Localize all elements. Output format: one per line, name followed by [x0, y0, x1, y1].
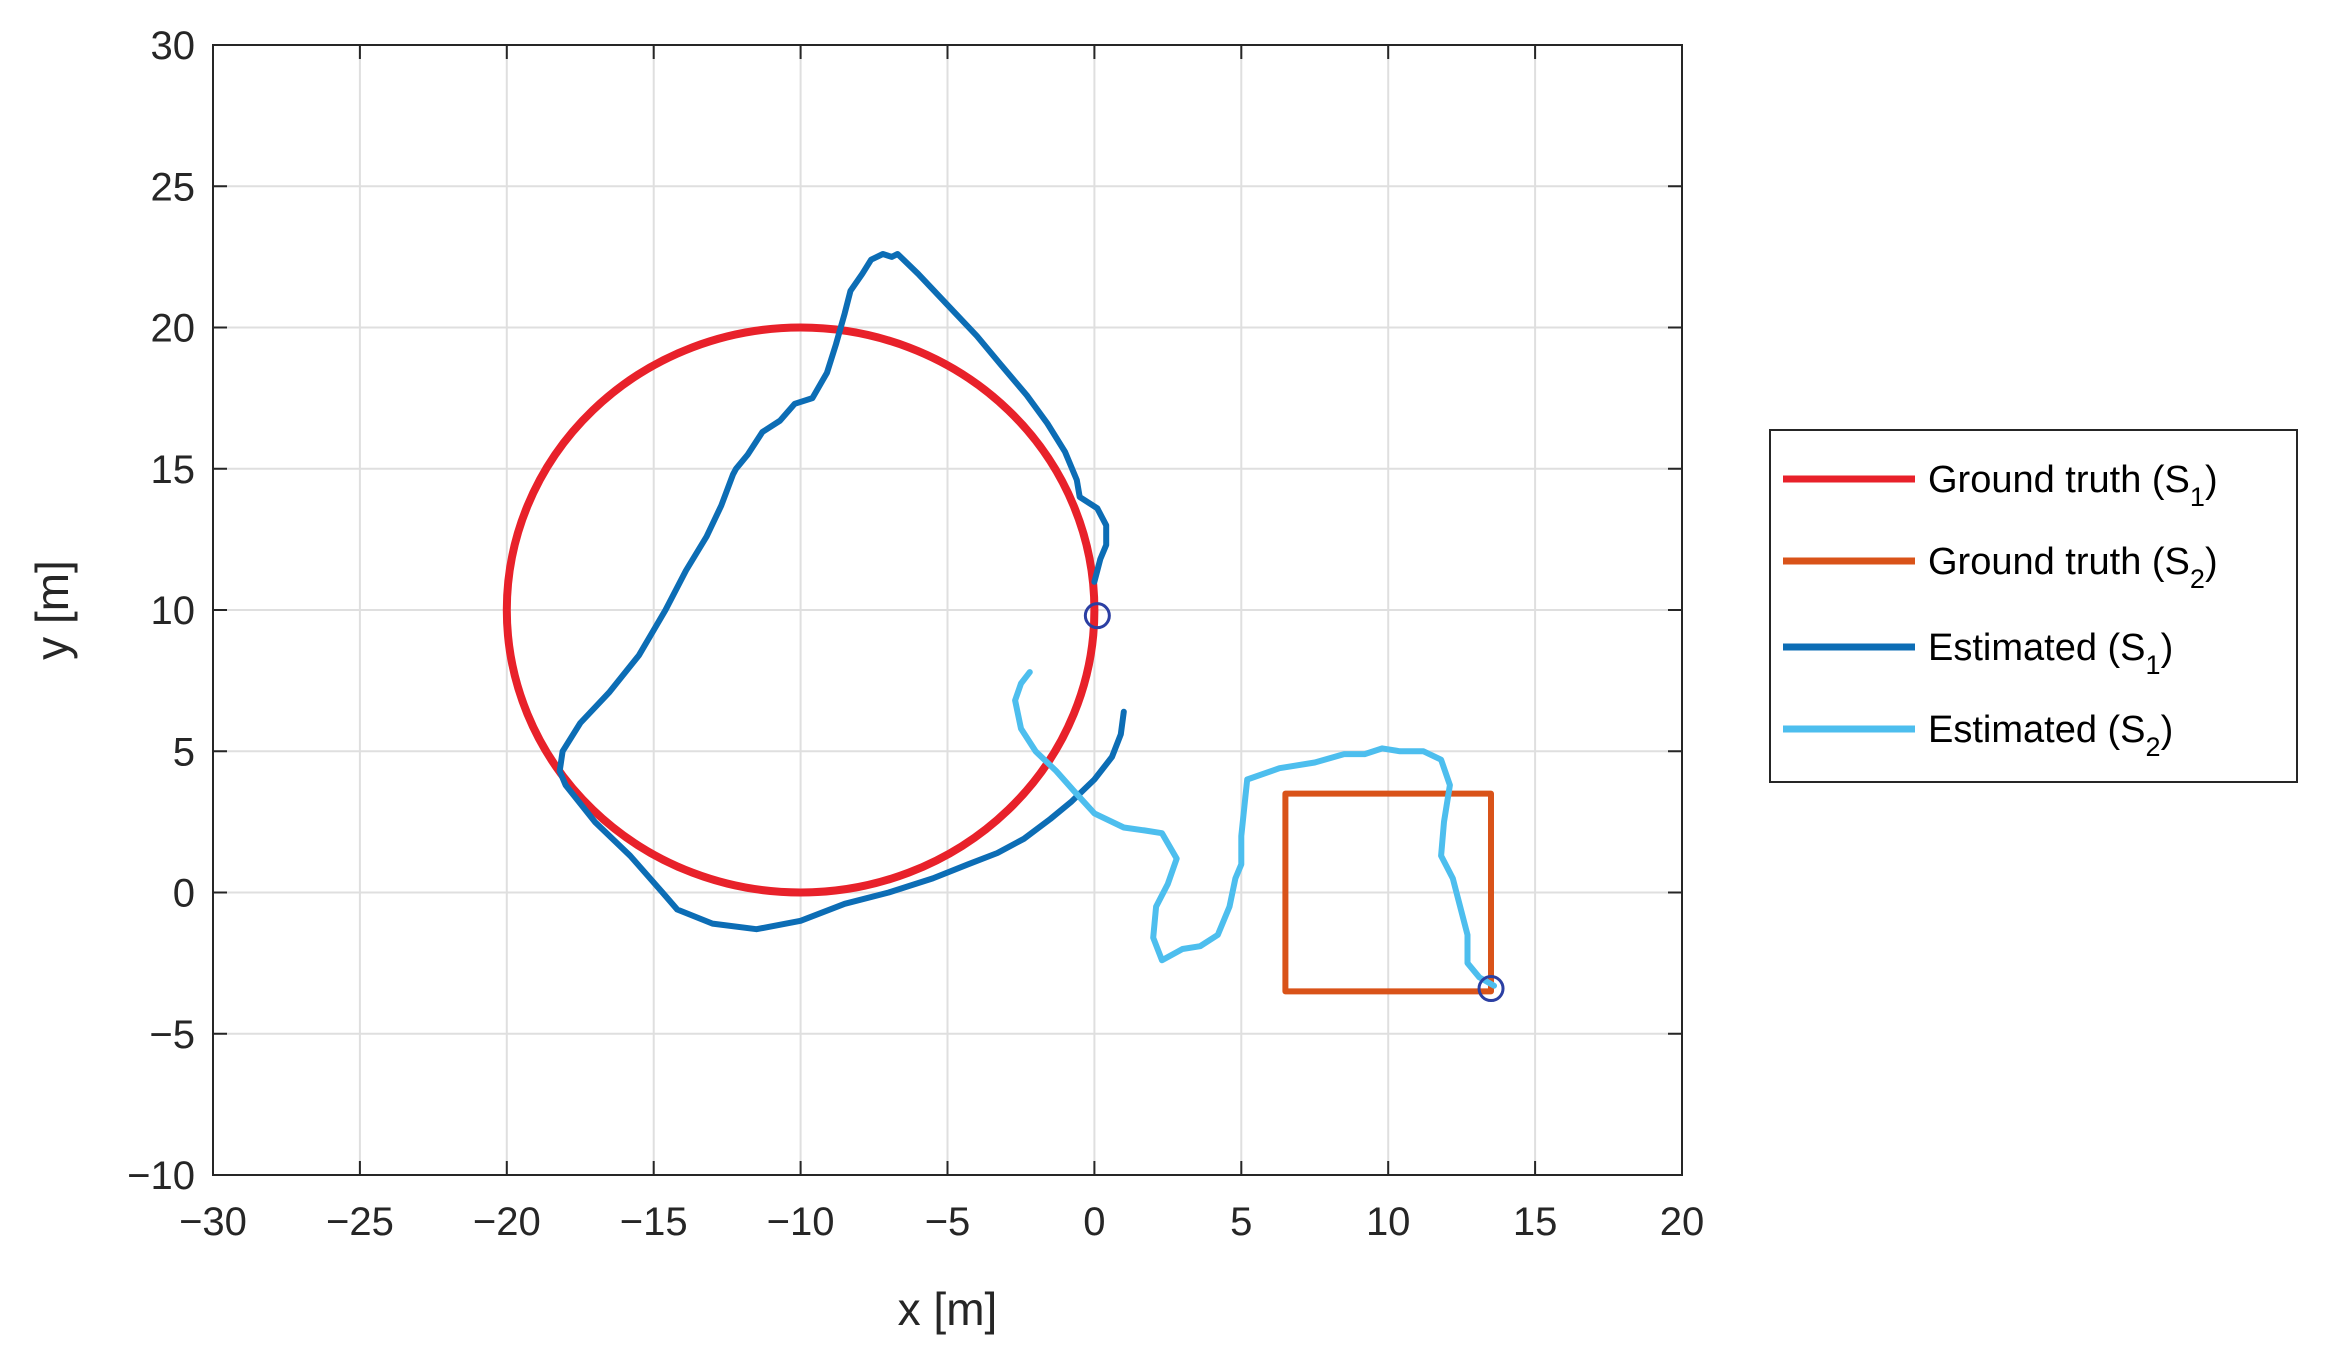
y-tick-label-5: 15	[151, 448, 196, 492]
series-line-ground-truth-s1	[502, 323, 1099, 897]
y-tick-label-6: 20	[151, 307, 196, 351]
y-tick-label-0: −10	[127, 1154, 195, 1198]
plot-area	[502, 251, 1505, 1003]
axis-ticks: −30 −25 −20 −15 −10 −5 0 5 10 15 20 −10 −5 0 5 10 15 20 25…	[127, 24, 1704, 1244]
x-tick-label-1: −25	[326, 1200, 394, 1244]
series-line-estimated-s1	[556, 251, 1127, 933]
series-line-ground-truth-s2	[1282, 790, 1494, 995]
x-tick-label-7: 5	[1230, 1200, 1252, 1244]
x-tick-label-0: −30	[179, 1200, 247, 1244]
y-tick-label-1: −5	[149, 1013, 195, 1057]
x-tick-label-2: −20	[473, 1200, 541, 1244]
x-tick-label-4: −10	[767, 1200, 835, 1244]
x-tick-label-9: 15	[1513, 1200, 1558, 1244]
y-tick-label-2: 0	[173, 872, 195, 916]
x-axis-label: x [m]	[898, 1283, 998, 1335]
legend-label-estimated-s2: Estimated (S2)	[1928, 709, 2173, 762]
x-tick-label-3: −15	[620, 1200, 688, 1244]
x-tick-label-10: 20	[1660, 1200, 1705, 1244]
y-axis-label: y [m]	[26, 560, 78, 660]
x-tick-label-6: 0	[1083, 1200, 1105, 1244]
legend-box	[1769, 429, 2298, 783]
x-tick-label-5: −5	[925, 1200, 971, 1244]
series-line-estimated-s2	[1012, 669, 1497, 989]
legend: Ground truth (S1) Ground truth (S2) Estima…	[1769, 429, 2298, 783]
legend-label-estimated-s1: Estimated (S1)	[1928, 627, 2173, 680]
legend-label-ground-truth-s2: Ground truth (S2)	[1928, 541, 2218, 594]
x-tick-label-8: 10	[1366, 1200, 1411, 1244]
y-tick-label-3: 5	[173, 730, 195, 774]
y-tick-label-8: 30	[151, 24, 196, 68]
start-marker-2	[1477, 975, 1505, 1003]
y-tick-label-4: 10	[151, 589, 196, 633]
y-tick-label-7: 25	[151, 165, 196, 209]
grid	[212, 44, 1683, 1176]
start-marker-1	[1083, 602, 1111, 630]
legend-label-ground-truth-s1: Ground truth (S1)	[1928, 459, 2218, 512]
